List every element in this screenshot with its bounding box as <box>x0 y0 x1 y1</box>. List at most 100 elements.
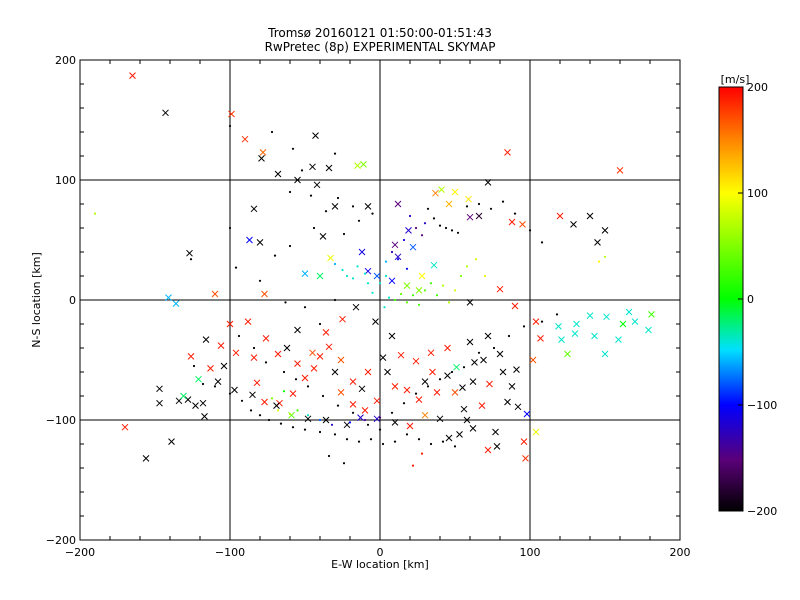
data-point-x <box>391 383 399 390</box>
data-point-dot <box>228 392 232 395</box>
data-point-x <box>172 300 180 307</box>
data-point-dot <box>273 254 277 257</box>
data-point-x <box>337 356 345 364</box>
data-point-dot <box>450 229 454 232</box>
data-point-dot <box>483 274 487 278</box>
data-point-x <box>201 413 208 420</box>
data-point-x <box>499 368 507 376</box>
data-point-x <box>469 425 477 432</box>
data-point-x <box>522 455 529 462</box>
data-point-x <box>250 354 258 361</box>
data-point-dot <box>411 464 415 467</box>
data-point-x <box>615 336 622 343</box>
data-point-x <box>180 392 187 400</box>
data-point-dot <box>528 229 532 232</box>
data-point-dot <box>321 394 325 398</box>
data-point-x <box>601 350 609 358</box>
data-point-x <box>168 438 175 445</box>
data-point-x <box>421 378 429 385</box>
data-point-x <box>415 396 423 403</box>
data-point-dot <box>540 241 544 244</box>
data-point-x <box>616 167 624 174</box>
data-point-x <box>187 353 195 360</box>
data-point-x <box>357 414 364 421</box>
data-point-x <box>258 155 265 162</box>
data-point-x <box>319 233 327 240</box>
y-tick-label: −200 <box>46 534 76 547</box>
data-point-x <box>513 366 520 373</box>
data-point-x <box>312 132 319 139</box>
data-point-x <box>253 379 261 387</box>
data-point-x <box>394 200 402 208</box>
data-point-x <box>274 350 282 358</box>
data-point-x <box>273 402 280 409</box>
data-point-dot <box>465 205 469 208</box>
data-point-x <box>430 261 438 269</box>
data-point-dot <box>189 258 193 261</box>
x-tick-label: 100 <box>520 546 541 559</box>
data-point-x <box>460 405 468 413</box>
axis-ticks: −200 −100 0 100 200 −200 −100 0 100 200 <box>46 54 691 559</box>
data-point-x <box>337 389 345 396</box>
data-point-x <box>192 402 199 409</box>
data-point-x <box>388 277 396 285</box>
data-point-x <box>294 176 301 184</box>
data-point-dot <box>399 292 403 296</box>
data-point-dot <box>453 289 457 292</box>
data-point-dot <box>429 282 433 285</box>
data-point-x <box>475 212 483 220</box>
data-point-dot <box>405 301 409 304</box>
data-point-x <box>121 423 129 431</box>
data-point-dot <box>357 440 361 443</box>
data-point-x <box>372 318 379 325</box>
data-point-x <box>504 398 511 406</box>
data-point-x <box>508 218 516 226</box>
y-tick-label: 0 <box>69 294 76 307</box>
data-point-x <box>564 350 571 358</box>
data-point-dot <box>462 366 466 369</box>
data-point-x <box>570 221 577 228</box>
data-point-x <box>301 374 309 382</box>
data-point-x <box>156 399 163 407</box>
data-point-x <box>358 385 366 393</box>
data-point-x <box>379 354 387 361</box>
data-point-dot <box>366 282 370 285</box>
data-point-dot <box>489 207 493 210</box>
data-point-x <box>373 415 381 423</box>
data-point-x <box>301 270 309 277</box>
data-points <box>93 72 655 467</box>
data-point-x <box>244 318 252 325</box>
data-point-x <box>129 72 136 79</box>
data-point-dot <box>432 217 436 220</box>
data-point-x <box>364 203 372 210</box>
data-point-x <box>445 200 453 208</box>
data-point-x <box>619 320 627 328</box>
data-point-x <box>493 443 501 450</box>
data-point-dot <box>363 418 367 422</box>
data-point-x <box>451 389 459 396</box>
data-point-x <box>429 368 436 376</box>
data-point-x <box>195 375 202 383</box>
data-point-x <box>394 253 402 261</box>
data-point-dot <box>369 438 373 441</box>
x-tick-label: 0 <box>377 546 384 559</box>
data-point-dot <box>474 258 478 261</box>
data-point-dot <box>318 430 322 434</box>
data-point-dot <box>465 265 469 268</box>
data-point-dot <box>348 421 352 424</box>
data-point-dot <box>378 416 382 419</box>
colorbar-tick-label: −100 <box>747 399 777 412</box>
data-point-dot <box>453 445 457 448</box>
data-point-x <box>556 212 564 220</box>
data-point-x <box>594 239 601 246</box>
data-point-dot <box>384 260 388 263</box>
data-point-dot <box>477 202 481 206</box>
data-point-x <box>250 205 258 213</box>
data-point-dot <box>429 442 433 446</box>
data-point-dot <box>303 428 307 431</box>
data-point-dot <box>228 124 232 128</box>
data-point-x <box>165 294 172 301</box>
data-point-dot <box>288 190 292 194</box>
data-point-x <box>373 272 381 280</box>
